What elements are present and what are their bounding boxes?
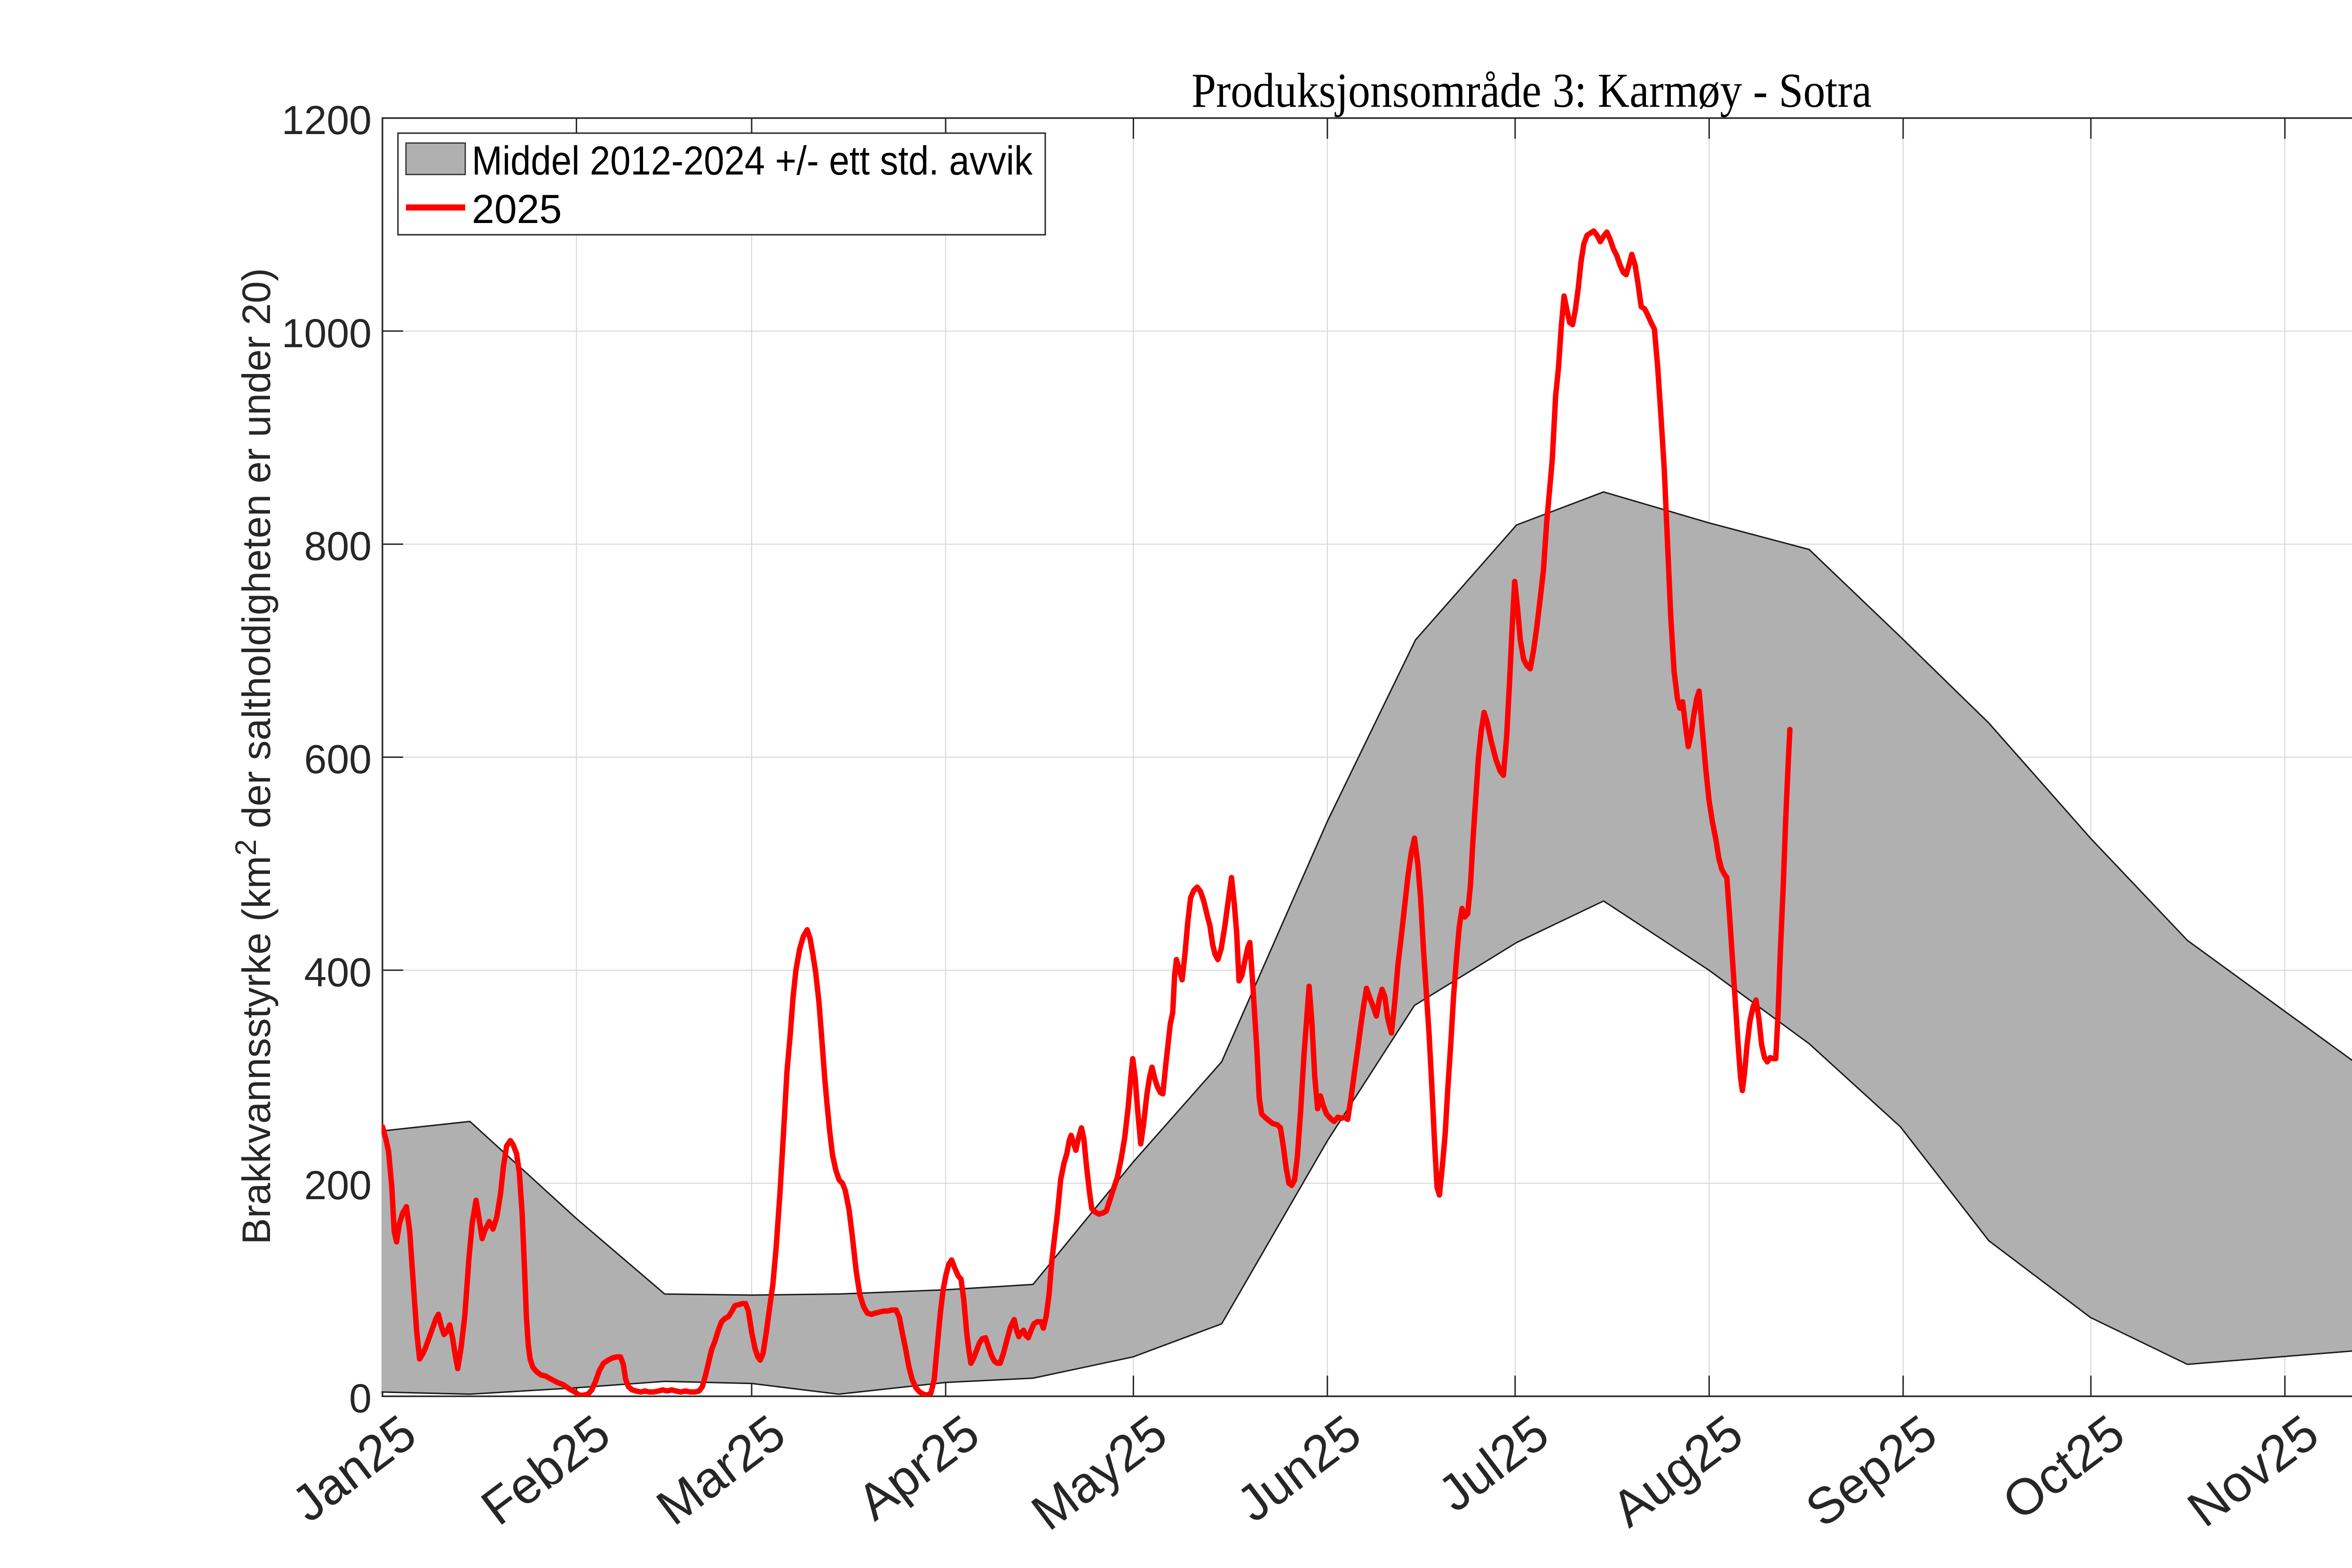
svg-text:400: 400: [304, 950, 372, 995]
svg-text:0: 0: [349, 1376, 372, 1421]
svg-text:Brakkvannsstyrke (km2 der salt: Brakkvannsstyrke (km2 der saltholdighete…: [230, 268, 278, 1244]
svg-text:600: 600: [304, 737, 372, 782]
svg-text:800: 800: [304, 524, 372, 569]
svg-text:Produksjonsområde 3: Karmøy -: Produksjonsområde 3: Karmøy - Sotra: [1192, 64, 1872, 118]
svg-text:2025: 2025: [472, 187, 562, 232]
svg-text:1000: 1000: [282, 311, 372, 356]
svg-text:Middel 2012-2024 +/- ett std.: Middel 2012-2024 +/- ett std. avvik: [472, 138, 1033, 183]
svg-text:200: 200: [304, 1163, 372, 1208]
svg-text:1200: 1200: [282, 98, 372, 143]
